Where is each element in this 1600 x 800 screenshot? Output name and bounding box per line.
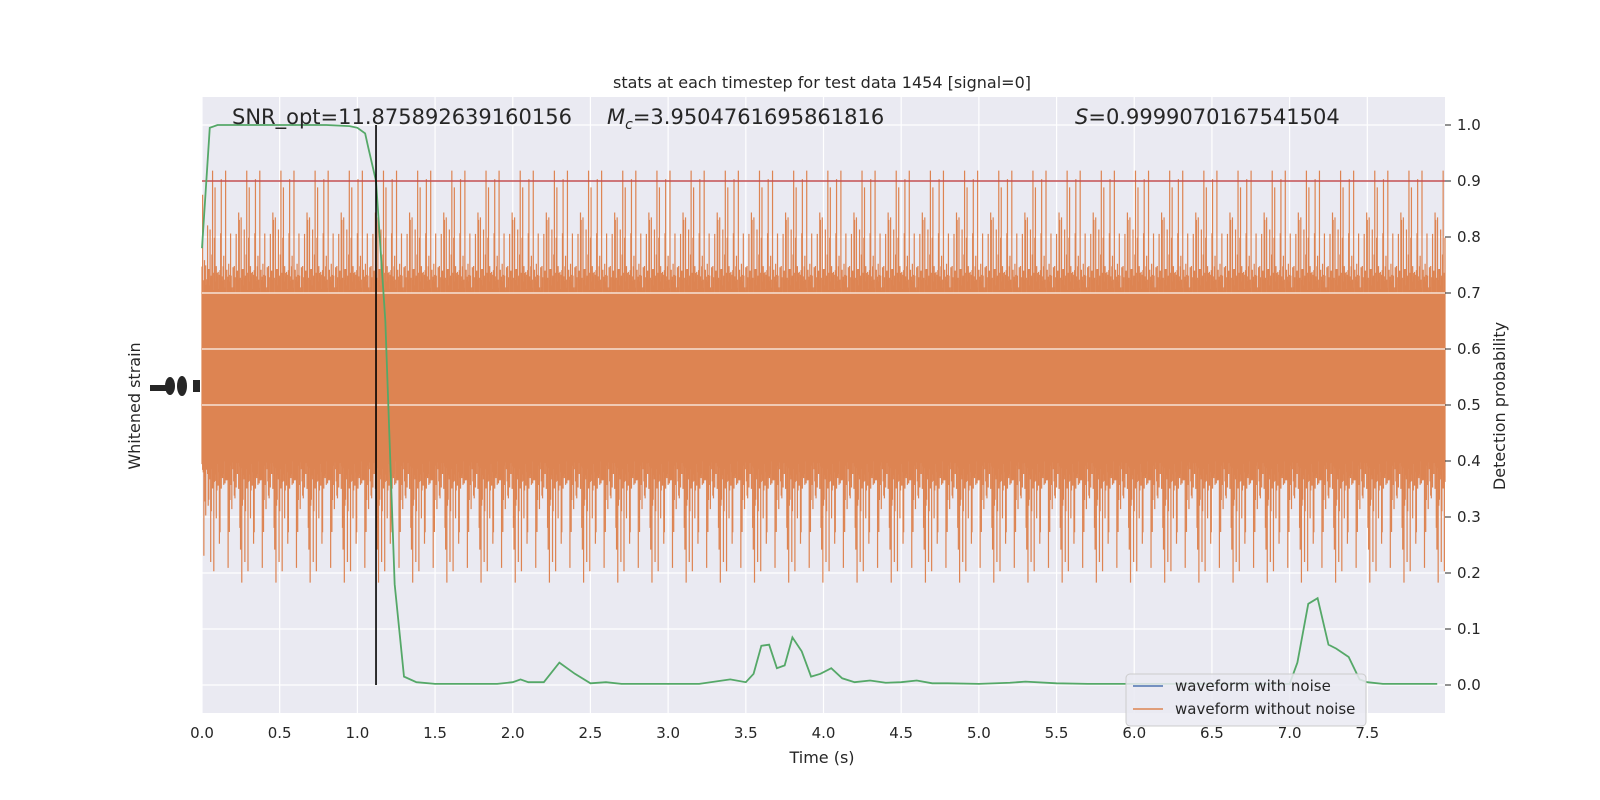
y-tick-label: 0.5: [1457, 396, 1481, 414]
x-tick-label: 2.0: [501, 724, 525, 742]
y-tick-label: 0.9: [1457, 172, 1481, 190]
legend: waveform with noise waveform without noi…: [1125, 673, 1367, 727]
y-tick-label: 0.6: [1457, 340, 1481, 358]
legend-label-with-noise: waveform with noise: [1175, 677, 1331, 695]
x-tick-label: 3.5: [734, 724, 758, 742]
annotation-mc-subscript: c: [625, 117, 633, 133]
legend-box: [1125, 673, 1367, 727]
y-tick-label: 0.8: [1457, 228, 1481, 246]
x-tick-label: 6.5: [1200, 724, 1224, 742]
y-tick-label: 0.3: [1457, 508, 1481, 526]
legend-label-without-noise: waveform without noise: [1175, 700, 1355, 718]
x-tick-label: 4.0: [812, 724, 836, 742]
y-tick-label: 0.0: [1457, 676, 1481, 694]
x-tick-label: 4.5: [889, 724, 913, 742]
y-axis-left-label: Whitened strain: [125, 342, 144, 469]
x-tick-label: 1.5: [423, 724, 447, 742]
x-axis-label: Time (s): [788, 748, 854, 767]
annotation-chirp-mass: Mc=3.9504761695861816: [607, 105, 884, 133]
x-tick-label: 5.5: [1045, 724, 1069, 742]
x-tick-label: 5.0: [967, 724, 991, 742]
annotation-s: S=0.9999070167541504: [1075, 105, 1340, 129]
chart-title: stats at each timestep for test data 145…: [613, 73, 1031, 92]
y-tick-label: 0.2: [1457, 564, 1481, 582]
y-tick-label: 0.4: [1457, 452, 1481, 470]
annotation-mc-value: =3.9504761695861816: [633, 105, 884, 129]
x-tick-label: 7.5: [1355, 724, 1379, 742]
x-tick-label: 0.0: [190, 724, 214, 742]
left-axis-overlapping-ticks: [150, 376, 200, 396]
y-tick-label: 1.0: [1457, 116, 1481, 134]
annotation-s-symbol: S: [1075, 105, 1088, 129]
strain-series: [201, 170, 1446, 583]
x-tick-label: 3.0: [656, 724, 680, 742]
x-tick-label: 2.5: [579, 724, 603, 742]
x-tick-label: 6.0: [1122, 724, 1146, 742]
annotation-mc-symbol: M: [607, 105, 625, 129]
x-tick-label: 7.0: [1278, 724, 1302, 742]
x-tick-label: 1.0: [345, 724, 369, 742]
y-axis-right-label: Detection probability: [1490, 322, 1509, 490]
annotation-s-value: =0.9999070167541504: [1088, 105, 1339, 129]
x-tick-label: 0.5: [268, 724, 292, 742]
y-tick-label: 0.7: [1457, 284, 1481, 302]
strain-core-band: [202, 293, 1445, 461]
y-tick-label: 0.1: [1457, 620, 1481, 638]
axis-ticks: 0.0 0.5 1.0 1.5 2.0 2.5 3.0 3.5 4.0 4.5 5.0 5.5 6.0 6…: [190, 116, 1481, 742]
annotation-snr: SNR_opt=11.875892639160156: [232, 105, 572, 130]
